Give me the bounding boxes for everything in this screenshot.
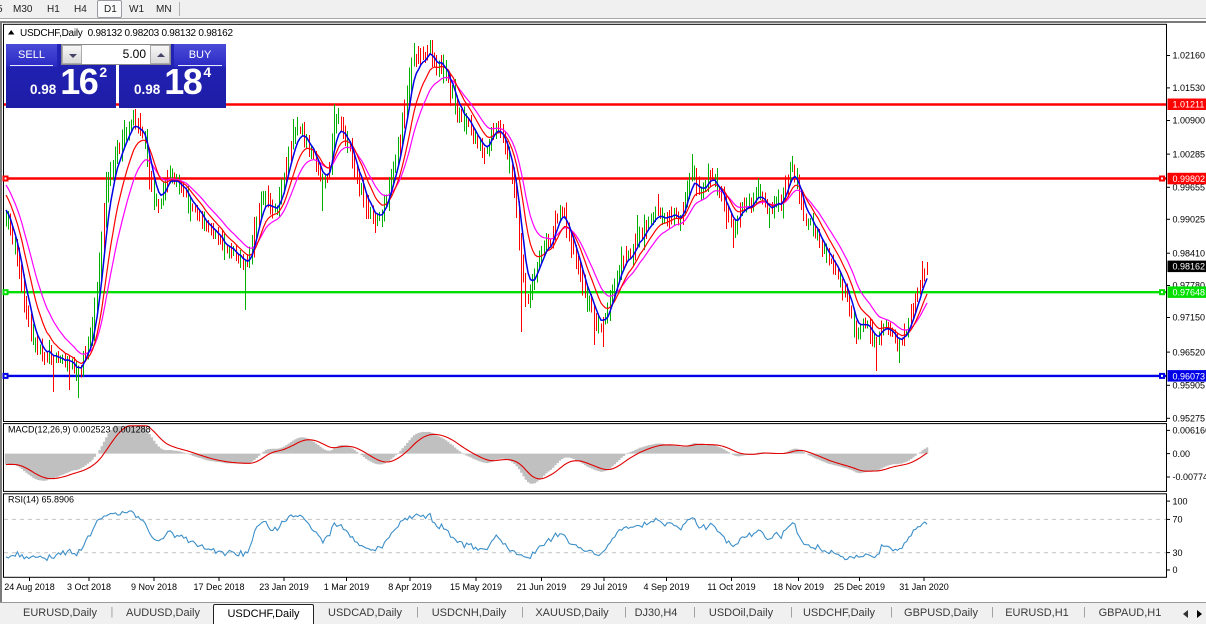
svg-text:0.97780: 0.97780 bbox=[1173, 281, 1206, 291]
svg-text:31 Jan 2020: 31 Jan 2020 bbox=[899, 582, 949, 592]
svg-text:23 Jan 2019: 23 Jan 2019 bbox=[259, 582, 309, 592]
svg-text:1.00285: 1.00285 bbox=[1173, 149, 1206, 159]
svg-text:3 Oct 2018: 3 Oct 2018 bbox=[67, 582, 111, 592]
svg-text:0.96520: 0.96520 bbox=[1173, 347, 1206, 357]
svg-text:0: 0 bbox=[1173, 565, 1178, 575]
svg-text:0.96073: 0.96073 bbox=[1173, 371, 1206, 381]
svg-text:29 Jul 2019: 29 Jul 2019 bbox=[581, 582, 628, 592]
svg-text:0.99802: 0.99802 bbox=[1173, 174, 1206, 184]
svg-text:0.006166: 0.006166 bbox=[1173, 426, 1206, 436]
svg-text:0.97150: 0.97150 bbox=[1173, 313, 1206, 323]
svg-text:0.97648: 0.97648 bbox=[1173, 288, 1206, 298]
svg-text:11 Oct 2019: 11 Oct 2019 bbox=[707, 582, 755, 592]
svg-text:4 Sep 2019: 4 Sep 2019 bbox=[643, 582, 689, 592]
svg-text:21 Jun 2019: 21 Jun 2019 bbox=[517, 582, 567, 592]
svg-text:1 Mar 2019: 1 Mar 2019 bbox=[324, 582, 370, 592]
svg-text:70: 70 bbox=[1173, 515, 1183, 525]
svg-text:17 Dec 2018: 17 Dec 2018 bbox=[193, 582, 244, 592]
svg-text:USDCHF,Daily 0.98132 0.98203: USDCHF,Daily 0.98132 0.98203 0.98132 0.9… bbox=[20, 28, 233, 39]
svg-text:1.01530: 1.01530 bbox=[1173, 83, 1206, 93]
svg-text:0.00: 0.00 bbox=[1173, 449, 1191, 459]
svg-text:0.99655: 0.99655 bbox=[1173, 183, 1206, 193]
svg-text:15 May 2019: 15 May 2019 bbox=[450, 582, 502, 592]
svg-text:18 Nov 2019: 18 Nov 2019 bbox=[773, 582, 824, 592]
svg-text:0.98410: 0.98410 bbox=[1173, 248, 1206, 258]
svg-text:0.98162: 0.98162 bbox=[1173, 262, 1206, 272]
svg-text:1.02160: 1.02160 bbox=[1173, 51, 1206, 61]
svg-text:30: 30 bbox=[1173, 548, 1183, 558]
svg-text:0.99025: 0.99025 bbox=[1173, 215, 1206, 225]
svg-text:0.95905: 0.95905 bbox=[1173, 381, 1206, 391]
svg-text:1.01211: 1.01211 bbox=[1173, 100, 1205, 110]
svg-text:25 Dec 2019: 25 Dec 2019 bbox=[834, 582, 885, 592]
svg-text:RSI(14) 65.8906: RSI(14) 65.8906 bbox=[8, 495, 74, 505]
svg-text:1.00900: 1.00900 bbox=[1173, 116, 1206, 126]
svg-text:9 Nov 2018: 9 Nov 2018 bbox=[131, 582, 177, 592]
svg-text:0.95275: 0.95275 bbox=[1173, 414, 1206, 424]
svg-text:MACD(12,26,9) 0.002523 0.00128: MACD(12,26,9) 0.002523 0.001288 bbox=[8, 425, 151, 435]
svg-text:100: 100 bbox=[1173, 496, 1188, 506]
svg-text:-0.00774: -0.00774 bbox=[1173, 472, 1206, 482]
svg-text:8 Apr 2019: 8 Apr 2019 bbox=[388, 582, 432, 592]
svg-text:24 Aug 2018: 24 Aug 2018 bbox=[4, 582, 55, 592]
